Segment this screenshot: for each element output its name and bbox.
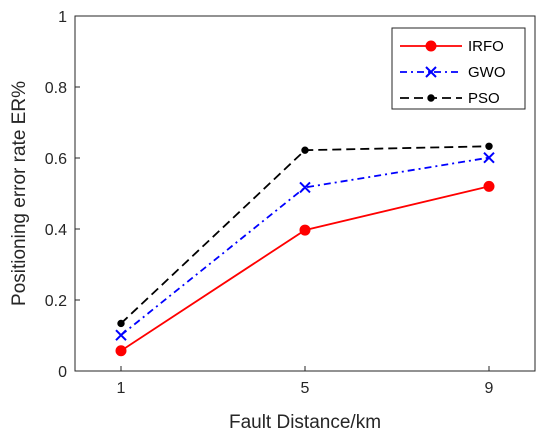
y-axis-label: Positioning error rate ER% bbox=[9, 81, 30, 306]
x-tick-label: 9 bbox=[485, 380, 494, 397]
y-tick-label: 0.6 bbox=[45, 151, 67, 168]
x-tick-label: 1 bbox=[117, 380, 126, 397]
data-point-pso bbox=[301, 146, 309, 154]
y-tick-label: 1 bbox=[58, 9, 67, 26]
x-axis-label: Fault Distance/km bbox=[229, 412, 381, 433]
data-point-pso bbox=[117, 319, 125, 328]
legend-label-pso: PSO bbox=[468, 90, 500, 107]
series-layer bbox=[115, 142, 495, 357]
legend-label-gwo: GWO bbox=[468, 64, 506, 81]
legend-marker-pso bbox=[427, 94, 435, 102]
y-tick-label: 0.2 bbox=[45, 293, 67, 310]
ticks-layer: 1 5 9 0 0.2 0.4 0.6 0.8 1 bbox=[45, 9, 494, 397]
data-point-irfo bbox=[483, 180, 495, 192]
y-tick-label: 0 bbox=[58, 364, 67, 381]
legend-marker-irfo bbox=[425, 40, 437, 52]
data-point-pso bbox=[485, 142, 493, 150]
legend: IRFO GWO PSO bbox=[391, 27, 526, 110]
data-point-irfo bbox=[299, 224, 311, 236]
y-tick-label: 0.4 bbox=[45, 222, 67, 239]
legend-marker-gwo bbox=[425, 66, 437, 78]
data-point-irfo bbox=[115, 345, 127, 357]
series-line-gwo bbox=[120, 156, 490, 336]
data-point-gwo bbox=[115, 329, 127, 341]
x-tick-label: 5 bbox=[301, 380, 310, 397]
legend-box bbox=[391, 27, 526, 110]
data-point-gwo bbox=[299, 181, 311, 194]
data-point-gwo bbox=[483, 151, 495, 164]
legend-label-irfo: IRFO bbox=[468, 38, 504, 55]
y-tick-label: 0.8 bbox=[45, 80, 67, 97]
